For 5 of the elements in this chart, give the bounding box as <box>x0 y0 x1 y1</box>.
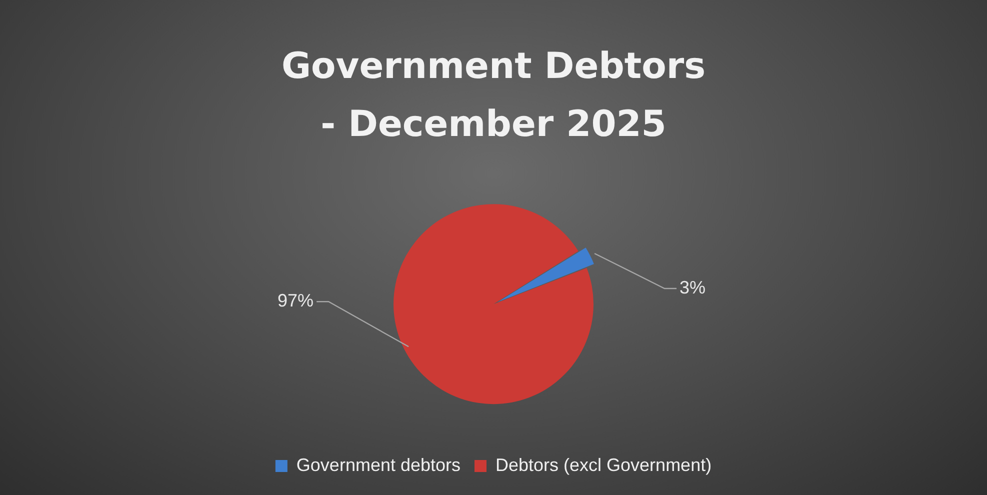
chart-title: Government Debtors - December 2025 <box>281 46 706 145</box>
data-label: 3% <box>680 277 706 298</box>
legend-label: Debtors (excl Government) <box>496 454 712 475</box>
data-label: 97% <box>278 290 314 311</box>
legend-label: Government debtors <box>296 454 461 475</box>
